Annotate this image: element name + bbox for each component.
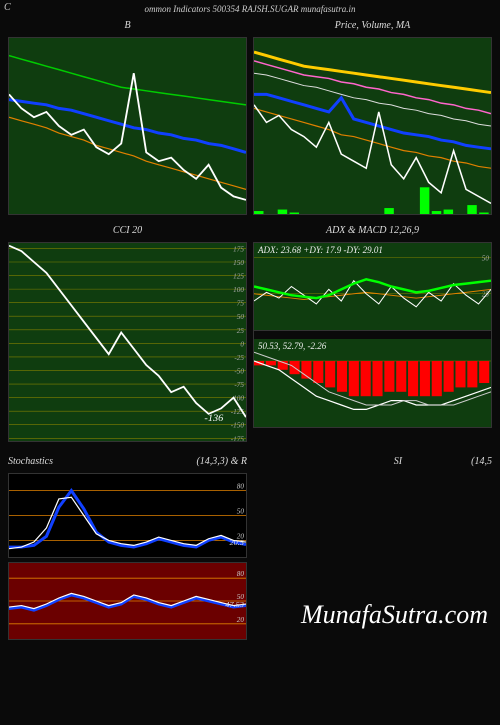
adx-macd-title: ADX & MACD 12,26,9 [253,223,492,242]
ma-chart [253,37,492,215]
price-ma-title: Price, Volume, MA [253,18,492,37]
svg-text:0: 0 [240,340,244,348]
cci-chart: 1751501251007550250-25-50-75-100-125-150… [8,242,247,442]
svg-text:80: 80 [237,570,245,578]
svg-text:80: 80 [237,483,245,491]
watermark: MunafaSutra.com [301,600,488,630]
stoch-title-right: (14,3,3) & R [196,456,247,467]
rsi-title-right: (14,5 [471,456,492,467]
row-cci-adx: CCI 20 1751501251007550250-25-50-75-100-… [0,223,500,442]
svg-text:125: 125 [233,273,244,281]
svg-text:25: 25 [237,327,245,335]
svg-text:100: 100 [233,286,244,294]
stoch-panel-1: 20508020.5 [8,473,247,558]
adx-macd-wrap: ADX: 23.68 +DY: 17.9 -DY: 29.01 2550 50.… [253,242,492,428]
svg-text:-136: -136 [204,413,223,424]
stoch-panel-2: 20508047.53 [8,562,247,640]
svg-text:-150: -150 [231,422,245,430]
svg-text:150: 150 [233,259,244,267]
rsi-title: SI (14,5 [253,454,492,473]
svg-text:50: 50 [482,255,490,263]
cci-title: CCI 20 [8,223,247,242]
page-header: ommon Indicators 500354 RAJSH.SUGAR muna… [0,0,500,18]
stoch-title: Stochastics (14,3,3) & R [8,454,247,473]
macd-chart: 50.53, 52.79, -2.26 [254,339,491,427]
svg-text:75: 75 [237,300,245,308]
svg-text:175: 175 [233,246,244,254]
svg-text:50: 50 [237,313,245,321]
svg-text:47.53: 47.53 [225,600,244,609]
macd-values-text: 50.53, 52.79, -2.26 [258,341,326,351]
adx-chart: ADX: 23.68 +DY: 17.9 -DY: 29.01 2550 [254,243,491,331]
label-b: B [8,18,247,37]
svg-text:20.5: 20.5 [230,538,244,547]
svg-text:-25: -25 [234,354,244,362]
svg-text:50: 50 [237,508,245,516]
stoch-title-left: Stochastics [8,456,53,467]
svg-text:-75: -75 [234,381,244,389]
adx-values-text: ADX: 23.68 +DY: 17.9 -DY: 29.01 [258,245,383,255]
edge-left-label: C [4,2,11,13]
row-price: B Price, Volume, MA [0,18,500,215]
price-chart [8,37,247,215]
rsi-title-mid: SI [394,456,402,467]
svg-text:-175: -175 [231,435,245,441]
svg-text:20: 20 [237,616,245,624]
svg-text:-50: -50 [234,368,244,376]
